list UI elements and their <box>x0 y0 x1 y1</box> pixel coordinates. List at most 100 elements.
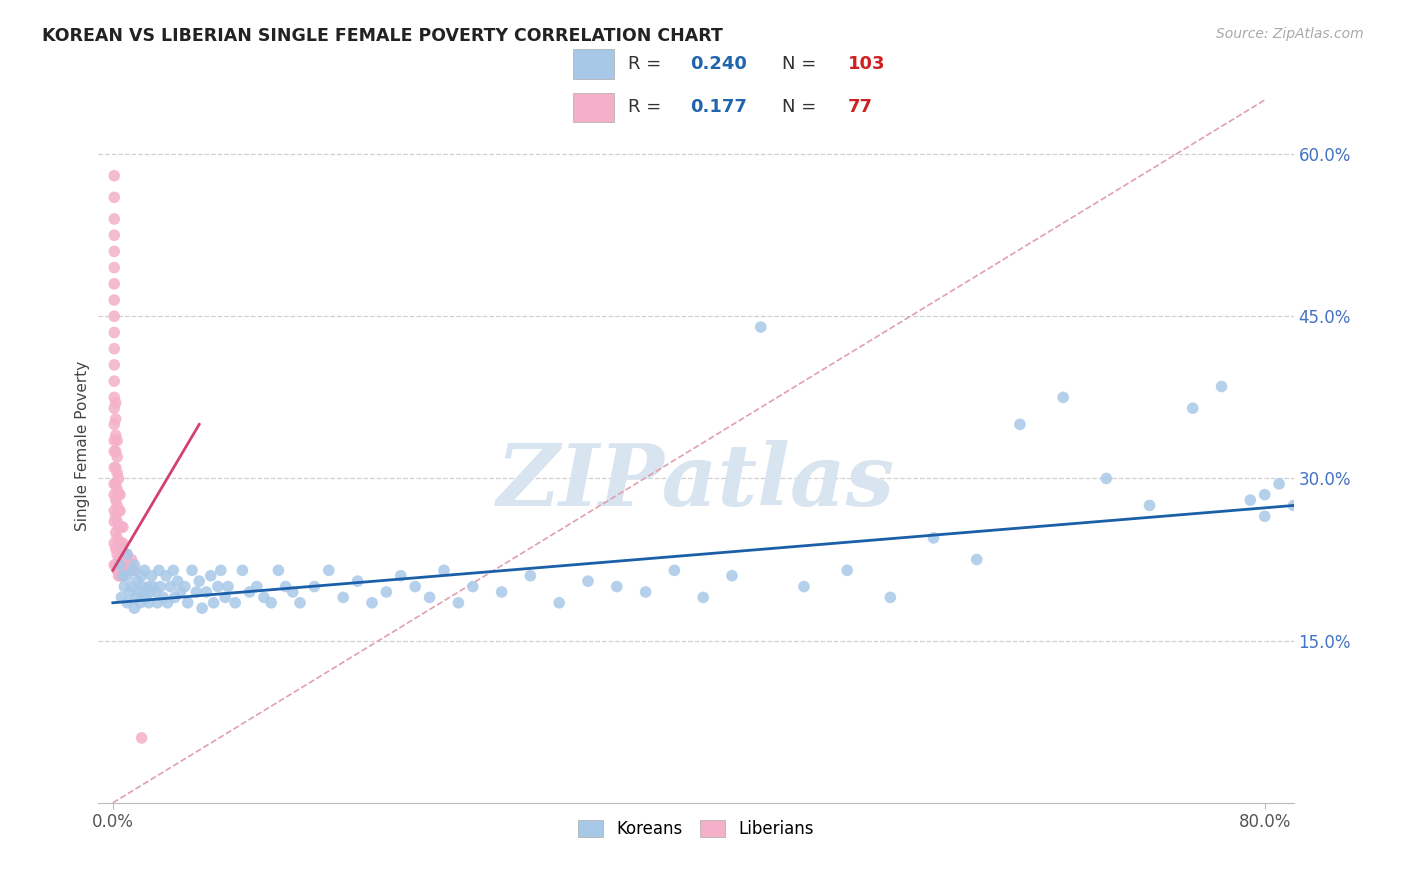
Point <box>107 520 129 534</box>
Point <box>1254 509 1277 524</box>
Point <box>103 277 125 291</box>
Point <box>127 574 149 589</box>
Point <box>104 428 127 442</box>
Point <box>105 499 128 513</box>
Point <box>793 580 815 594</box>
Text: 77: 77 <box>848 98 873 117</box>
Bar <box>574 49 613 78</box>
Point <box>114 563 136 577</box>
Point <box>131 731 153 745</box>
Point <box>134 563 156 577</box>
Point <box>103 244 125 259</box>
Point <box>281 585 304 599</box>
Point <box>217 580 239 594</box>
Point <box>966 552 988 566</box>
Point <box>104 444 127 458</box>
Text: ZIPatlas: ZIPatlas <box>496 440 896 524</box>
Point <box>103 310 125 324</box>
Point <box>606 580 628 594</box>
Point <box>1052 390 1074 404</box>
Point <box>1239 493 1261 508</box>
Point <box>176 596 198 610</box>
Point <box>267 563 290 577</box>
Point <box>108 552 131 566</box>
Point <box>114 547 136 561</box>
Point <box>105 531 128 545</box>
Point <box>879 591 901 605</box>
Point <box>103 374 125 388</box>
Point <box>104 558 127 572</box>
Point <box>124 558 146 572</box>
Point <box>375 585 398 599</box>
Point <box>1008 417 1031 432</box>
Point <box>749 320 772 334</box>
Point <box>107 536 129 550</box>
Point <box>118 558 141 572</box>
Point <box>120 558 142 572</box>
Point <box>103 390 125 404</box>
Point <box>156 596 179 610</box>
Point <box>115 552 138 566</box>
Point <box>103 401 125 416</box>
Point <box>346 574 368 589</box>
Point <box>433 563 456 577</box>
Point <box>105 434 128 448</box>
Point <box>231 563 253 577</box>
Point <box>103 260 125 275</box>
Point <box>111 536 134 550</box>
Point <box>107 471 129 485</box>
Point <box>253 591 276 605</box>
Point <box>188 574 211 589</box>
Point <box>260 596 283 610</box>
Point <box>1326 504 1348 518</box>
Point <box>202 596 225 610</box>
Point <box>419 591 441 605</box>
Point <box>103 460 125 475</box>
Point <box>103 476 125 491</box>
Point <box>112 547 135 561</box>
Point <box>195 585 218 599</box>
Point <box>239 585 262 599</box>
Point <box>922 531 945 545</box>
Point <box>837 563 859 577</box>
Point <box>104 476 127 491</box>
Point <box>108 504 131 518</box>
Point <box>389 568 412 582</box>
Point <box>103 211 125 226</box>
Point <box>103 515 125 529</box>
Point <box>138 596 160 610</box>
Point <box>361 596 384 610</box>
Point <box>214 591 236 605</box>
Point <box>155 568 177 582</box>
Point <box>1268 476 1291 491</box>
Point <box>186 585 208 599</box>
Point <box>103 488 125 502</box>
Point <box>108 558 131 572</box>
Y-axis label: Single Female Poverty: Single Female Poverty <box>75 361 90 531</box>
Point <box>692 591 714 605</box>
Point <box>111 568 134 582</box>
Point <box>191 601 214 615</box>
Point <box>142 580 165 594</box>
Text: R =: R = <box>628 54 668 73</box>
Point <box>105 450 128 464</box>
Point <box>159 580 181 594</box>
Point <box>207 580 229 594</box>
Point <box>108 568 131 582</box>
Text: R =: R = <box>628 98 668 117</box>
Point <box>115 547 138 561</box>
Point <box>103 536 125 550</box>
Point <box>138 580 160 594</box>
Point <box>200 568 222 582</box>
Point <box>634 585 657 599</box>
Point <box>103 228 125 243</box>
Point <box>103 504 125 518</box>
Point <box>103 434 125 448</box>
Point <box>112 580 135 594</box>
Point <box>121 552 143 566</box>
Point <box>104 460 127 475</box>
Point <box>1310 169 1333 183</box>
Point <box>1211 379 1233 393</box>
Point <box>1282 499 1305 513</box>
Point <box>128 585 150 599</box>
